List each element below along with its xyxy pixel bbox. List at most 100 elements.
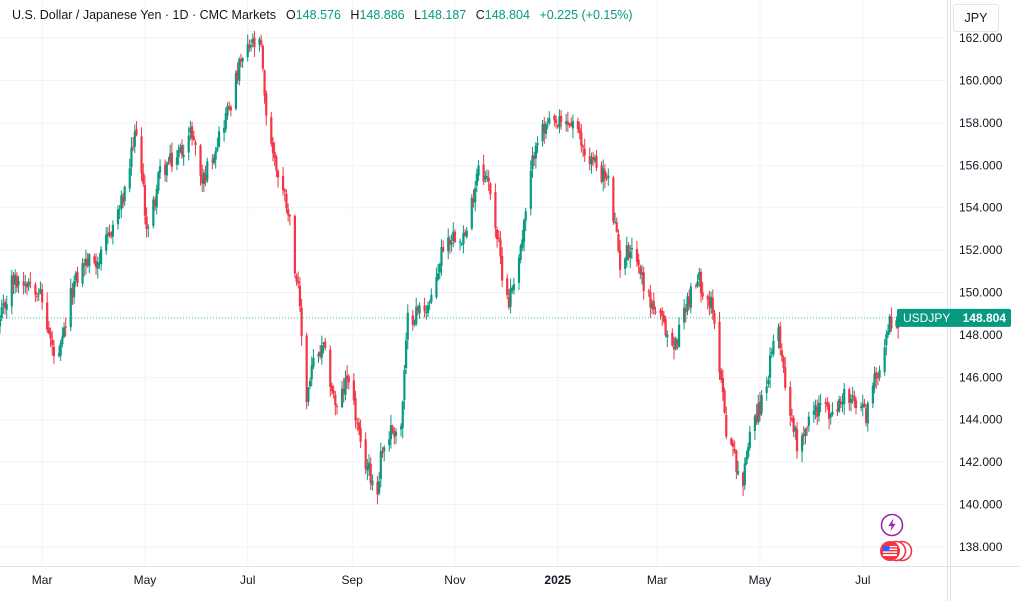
candle-body — [93, 256, 96, 263]
candle — [772, 334, 775, 357]
candle — [305, 332, 308, 410]
candle — [2, 294, 5, 315]
candle-body — [133, 131, 136, 147]
candle — [187, 126, 190, 161]
candle — [246, 34, 249, 62]
candle — [145, 207, 148, 238]
candle — [875, 367, 878, 389]
candle — [369, 457, 372, 490]
candle-body — [5, 304, 8, 310]
symbol-legend[interactable]: U.S. Dollar / Japanese Yen · 1D · CMC Ma… — [12, 8, 639, 22]
candle — [206, 157, 209, 184]
candle — [829, 412, 832, 425]
candle — [865, 404, 868, 427]
candle-body — [706, 295, 709, 300]
candle-body — [789, 386, 792, 416]
candle-body — [529, 170, 532, 209]
candle-body — [312, 357, 315, 368]
candle-body — [164, 164, 167, 175]
candle — [863, 398, 866, 408]
candle — [453, 229, 457, 244]
candle-body — [376, 482, 379, 495]
candle — [558, 109, 561, 134]
candle — [458, 238, 462, 251]
candle — [5, 295, 8, 319]
candle-body — [249, 45, 253, 47]
x-tick-label: Mar — [647, 573, 668, 587]
candle — [617, 229, 620, 253]
candle-body — [275, 156, 278, 171]
candle-body — [458, 241, 462, 243]
candle — [637, 253, 640, 274]
candle-body — [116, 209, 120, 225]
candle-body — [689, 286, 692, 308]
candle — [836, 401, 839, 416]
candle-body — [688, 296, 691, 306]
x-tick-label: 2025 — [544, 573, 571, 587]
candle-body — [285, 194, 288, 209]
currency-button[interactable]: JPY — [953, 4, 999, 32]
candle-body — [708, 298, 711, 307]
candle — [802, 426, 805, 446]
candle-body — [27, 281, 30, 287]
candle-body — [182, 155, 185, 157]
lightning-bolt-icon[interactable] — [880, 513, 904, 537]
candle-body — [35, 295, 39, 297]
candle — [352, 373, 355, 405]
us-flag-economic-event-icon[interactable] — [878, 539, 918, 563]
candle-body — [153, 200, 157, 206]
candle — [635, 240, 639, 267]
candle-body — [118, 209, 121, 211]
candle — [293, 214, 296, 278]
candle-body — [733, 449, 736, 452]
x-tick-label: May — [134, 573, 157, 587]
candle-body — [246, 43, 249, 58]
candle-body — [69, 287, 72, 328]
candle-body — [836, 409, 839, 412]
last-price-symbol: USDJPY — [903, 311, 950, 325]
candle-body — [748, 431, 751, 448]
candle — [612, 175, 615, 226]
candle — [234, 70, 238, 111]
last-price-badge[interactable]: USDJPY 148.804 — [897, 308, 1011, 327]
candle — [347, 374, 350, 390]
candle-body — [391, 426, 394, 433]
candle-body — [790, 417, 794, 421]
candle-body — [595, 156, 598, 168]
candle-body — [211, 160, 214, 162]
candle-body — [768, 355, 772, 378]
candle-body — [843, 389, 846, 405]
candle — [625, 236, 628, 268]
candle-body — [758, 401, 762, 416]
candle-body — [283, 189, 286, 192]
candle — [224, 107, 227, 133]
candle-body — [57, 353, 61, 356]
candle — [683, 298, 686, 330]
candle-body — [381, 451, 384, 454]
candle-body — [507, 297, 510, 308]
candle-body — [366, 466, 369, 471]
candle — [524, 207, 527, 232]
candle-body — [578, 128, 581, 134]
symbol-title: U.S. Dollar / Japanese Yen · 1D · CMC Ma… — [12, 8, 276, 22]
candle-body — [47, 327, 50, 334]
candle — [366, 458, 369, 481]
candle-body — [276, 170, 280, 178]
candle-body — [683, 307, 686, 323]
candle — [817, 395, 821, 422]
candle-body — [630, 247, 633, 250]
candle — [108, 224, 111, 238]
candle-body — [501, 256, 504, 281]
candle — [448, 235, 452, 254]
candle — [470, 194, 473, 231]
candle-body — [273, 152, 276, 158]
candle — [378, 472, 381, 496]
candle-body — [340, 388, 344, 407]
y-tick-label: 162.000 — [959, 31, 1003, 45]
candle — [462, 225, 465, 254]
candle-body — [736, 471, 740, 475]
candle-body — [829, 414, 832, 418]
candle — [376, 475, 379, 505]
